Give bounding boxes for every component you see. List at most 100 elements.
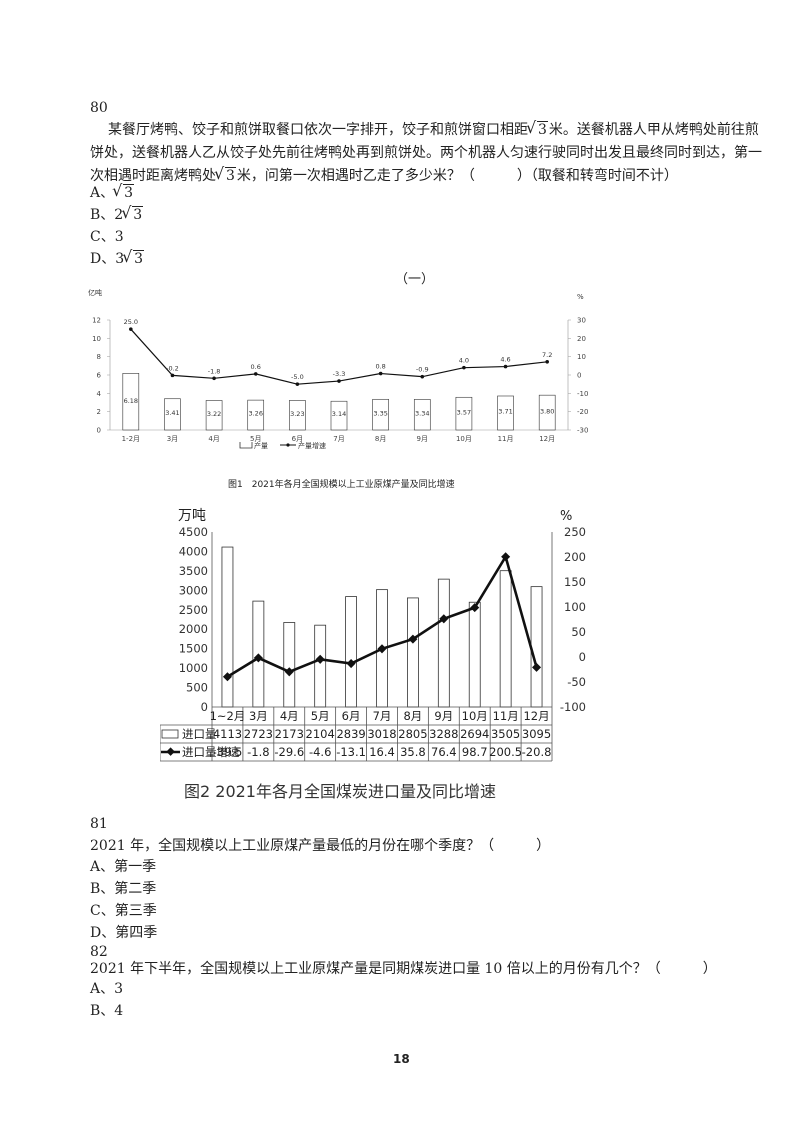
chart1-x-tick: 12月 <box>539 435 555 443</box>
chart2-bar <box>530 586 543 708</box>
chart2-legend-bar-label: 进口量 <box>182 727 217 741</box>
chart1-legend-line-label: 产量增速 <box>298 441 326 450</box>
chart1-growth-point <box>420 374 425 379</box>
q80-number: 80 <box>90 100 108 116</box>
chart2-x-tick: 11月 <box>493 709 519 723</box>
chart2-x-tick: 8月 <box>403 709 422 723</box>
chart2-table-growth: -20.8 <box>522 745 552 759</box>
chart1-legend-line-marker <box>286 443 290 447</box>
chart2-right-tick: 0 <box>579 650 586 664</box>
chart2-table-volume: 2805 <box>398 727 427 741</box>
q80-option-d[interactable]: D、33 <box>90 246 145 270</box>
chart2-table-growth: -39.5 <box>213 745 243 759</box>
chart1-bar-label: 3.35 <box>373 409 387 417</box>
chart2-x-tick: 5月 <box>311 709 330 723</box>
chart2-left-tick: 0 <box>201 700 208 714</box>
chart1-growth-label: -5.0 <box>291 373 304 381</box>
chart1-legend-bar-label: 产量 <box>254 441 268 450</box>
chart2-right-unit: % <box>560 509 572 524</box>
chart1-growth-label: -1.8 <box>208 367 221 375</box>
q80-option-c[interactable]: C、3 <box>90 229 124 245</box>
chart2-bar <box>499 570 512 708</box>
chart2-bar <box>468 601 481 708</box>
sqrt-symbol: 3 <box>526 116 548 142</box>
chart1-bar-label: 3.22 <box>207 410 221 418</box>
chart2-left-unit: 万吨 <box>178 508 206 524</box>
chart1-bar <box>538 394 556 431</box>
chart1-growth-point <box>295 382 300 386</box>
chart1-bar <box>164 398 181 431</box>
chart1-growth-label: 4.6 <box>500 356 510 364</box>
q82-option-b[interactable]: B、4 <box>90 1003 124 1019</box>
chart1-x-tick: 11月 <box>498 435 514 443</box>
chart2-bar <box>437 578 450 708</box>
chart2-right-tick: 250 <box>564 525 586 539</box>
chart1-bar <box>205 400 223 431</box>
chart1-x-tick: 10月 <box>456 435 472 443</box>
chart1-bar <box>330 400 348 431</box>
chart2-right-tick: -50 <box>567 675 586 689</box>
q80-line3: 次相遇时距离烤鸭处3米，问第一次相遇时乙走了多少米？（ ）（取餐和转弯时间不计） <box>90 162 678 188</box>
chart1-left-unit: 亿吨 <box>88 288 102 297</box>
chart2-left-tick: 3000 <box>179 583 208 597</box>
chart1-growth-point <box>337 379 341 383</box>
chart2-left-tick: 500 <box>186 681 208 695</box>
chart2-table-volume: 2694 <box>460 727 489 741</box>
chart1-growth-point <box>212 376 216 381</box>
q80-line3-post: 米，问第一次相遇时乙走了多少米？（ ）（取餐和转弯时间不计） <box>236 168 678 184</box>
q80-line2: 饼处，送餐机器人乙从饺子处先前往烤鸭处再到煎饼处。两个机器人匀速行驶同时出发且最… <box>90 145 762 161</box>
chart1-right-tick: 20 <box>577 335 586 343</box>
chart1-legend-bar-swatch <box>239 442 253 449</box>
chart1-growth-point <box>545 360 549 364</box>
q80-option-b[interactable]: B、23 <box>90 202 144 226</box>
q81-option-d[interactable]: D、第四季 <box>90 925 158 941</box>
chart1-bar-label: 3.26 <box>248 410 262 418</box>
chart2-table-growth: 76.4 <box>431 745 457 759</box>
chart1-left-tick: 2 <box>97 408 101 416</box>
chart1-bar <box>372 398 389 431</box>
chart2-bar <box>345 596 357 708</box>
chart1-right-tick: -20 <box>577 408 588 416</box>
q80-line1-post: 米。送餐机器人甲从烤鸭处前往煎 <box>548 122 759 138</box>
chart2-x-tick: 6月 <box>342 709 361 723</box>
chart1-right-tick: 10 <box>577 353 586 361</box>
chart2-left-tick: 1000 <box>179 661 208 675</box>
sqrt-symbol: 3 <box>214 162 236 188</box>
chart1-growth-point <box>462 365 466 370</box>
chart2-x-tick: 3月 <box>249 709 268 723</box>
chart2-right-tick: -100 <box>560 700 586 714</box>
chart2-table-volume: 2723 <box>244 727 273 741</box>
chart2-growth-point <box>439 614 449 624</box>
chart2-table-growth: 35.8 <box>400 745 426 759</box>
section-title: （一） <box>395 272 435 287</box>
chart1-growth-label: 0.8 <box>375 363 385 371</box>
chart1-x-tick: 6月 <box>292 435 303 443</box>
chart1-bar-label: 6.18 <box>124 397 138 405</box>
chart2-bar <box>407 597 419 708</box>
chart2-right-tick: 200 <box>564 550 586 564</box>
chart1-growth-label: -0.9 <box>416 366 429 374</box>
chart2-left-tick: 4000 <box>179 544 208 558</box>
q81-option-a[interactable]: A、第一季 <box>90 859 157 875</box>
chart2-growth-point <box>253 653 263 663</box>
q81-option-c[interactable]: C、第三季 <box>90 903 157 919</box>
chart2-table-volume: 2839 <box>336 727 365 741</box>
q81-option-b[interactable]: B、第二季 <box>90 881 157 897</box>
chart2-bar <box>221 546 234 708</box>
q82-option-a[interactable]: A、3 <box>90 981 124 997</box>
chart1-right-unit: % <box>577 293 584 301</box>
chart1-left-tick: 8 <box>97 353 101 361</box>
chart1-bar-label: 3.80 <box>540 407 554 415</box>
chart2-x-tick: 1~2月 <box>210 709 246 723</box>
chart1-x-tick: 8月 <box>375 435 386 443</box>
chart2-table-volume: 3018 <box>367 727 396 741</box>
chart2-legend-line-marker <box>166 747 175 756</box>
q80-line1-pre: 某餐厅烤鸭、饺子和煎饼取餐口依次一字排开，饺子和煎饼窗口相距 <box>108 122 528 138</box>
chart1-x-tick: 1-2月 <box>122 435 140 443</box>
q82-question: 2021 年下半年，全国规模以上工业原煤产量是同期煤炭进口量 10 倍以上的月份… <box>90 961 717 977</box>
chart1-production: 亿吨 % 0 2 4 6 8 10 12 30 20 10 0 -10 -20 -30 6.18 1-2月 3.41… <box>88 288 588 450</box>
chart2-left-tick: 4500 <box>179 525 208 539</box>
chart2-bar <box>314 624 327 708</box>
chart1-right-tick: 30 <box>577 317 586 325</box>
q80-option-a[interactable]: A、3 <box>90 180 135 204</box>
